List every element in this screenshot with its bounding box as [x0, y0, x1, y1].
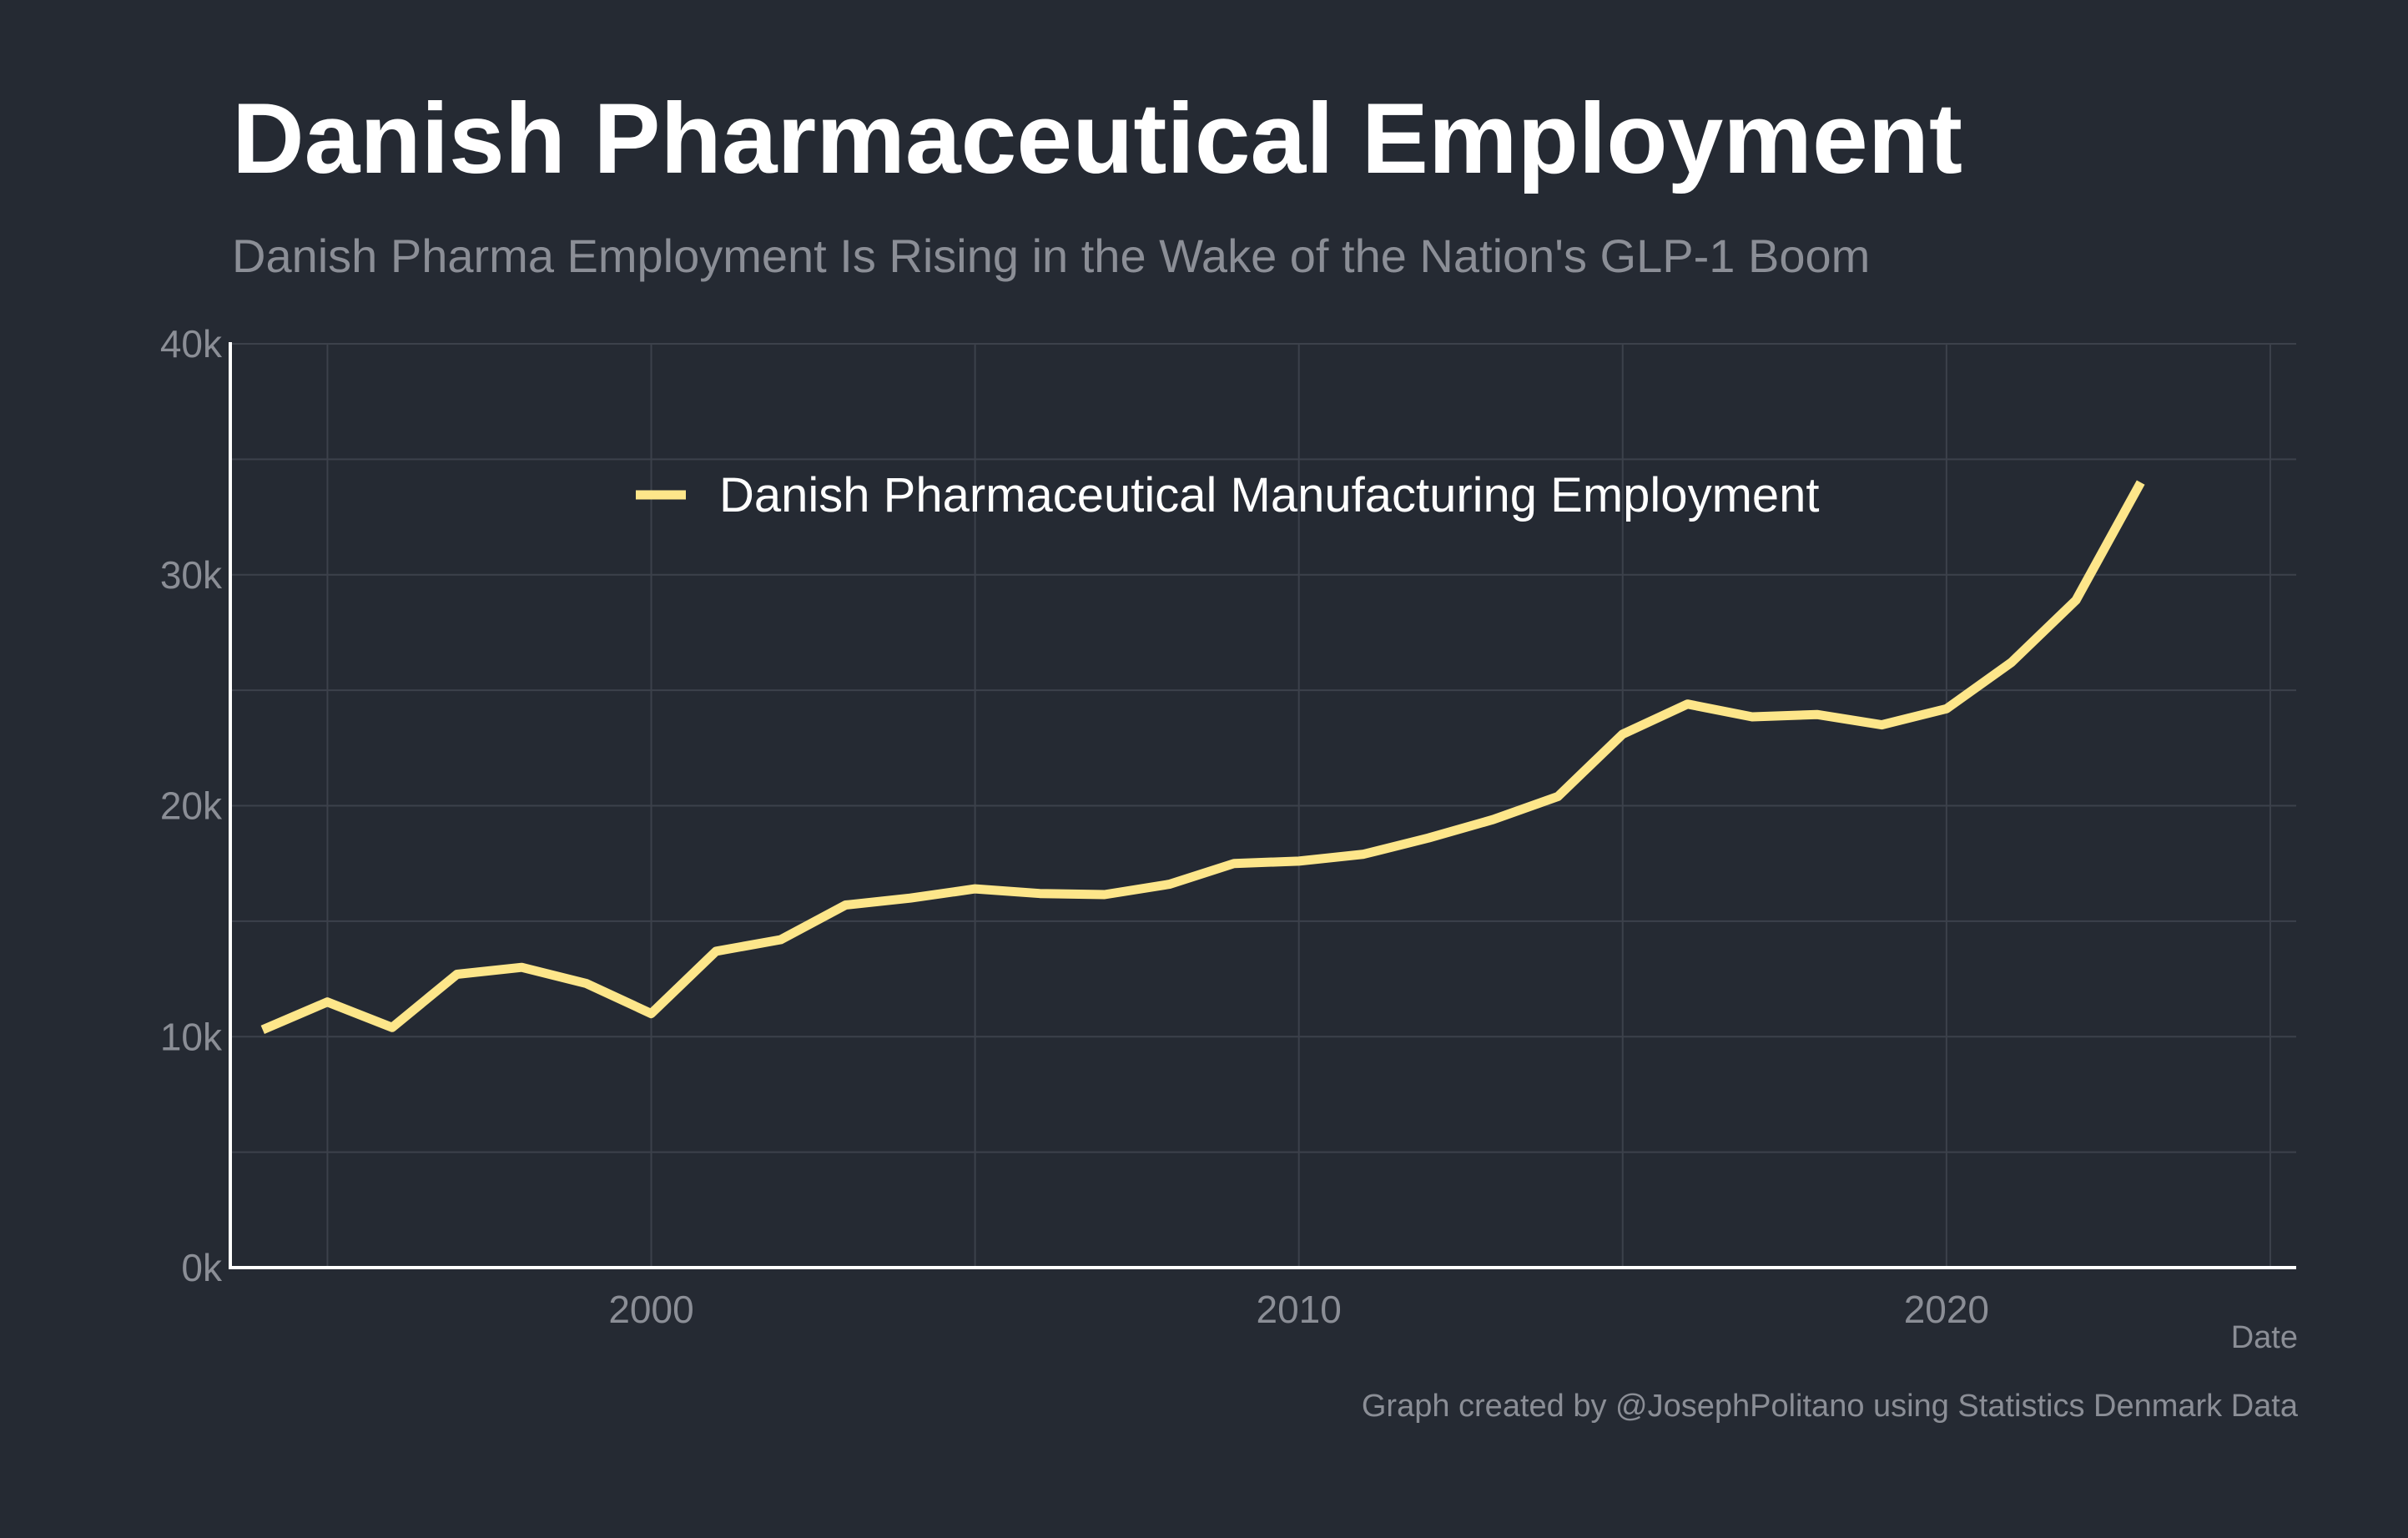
y-tick-labels: 0k 10k 20k 30k 40k	[160, 322, 223, 1289]
y-tick-label: 20k	[160, 784, 223, 828]
y-tick-label: 30k	[160, 553, 223, 597]
series-line	[260, 480, 2145, 1034]
y-tick-label: 10k	[160, 1015, 223, 1058]
chart-subtitle: Danish Pharma Employment Is Rising in th…	[232, 229, 1871, 282]
grid-lines	[230, 343, 2296, 1268]
x-axis-title: Date	[2230, 1320, 2298, 1355]
axes	[229, 342, 2296, 1269]
x-tick-label: 2010	[1257, 1288, 1342, 1331]
x-tick-labels: 2000 2010 2020	[608, 1288, 1989, 1331]
legend-label: Danish Pharmaceutical Manufacturing Empl…	[719, 468, 1820, 522]
y-tick-label: 40k	[160, 322, 223, 366]
chart-caption: Graph created by @JosephPolitano using S…	[1361, 1389, 2298, 1424]
series-lines	[260, 480, 2145, 1034]
x-tick-label: 2020	[1904, 1288, 1989, 1331]
y-tick-label: 0k	[181, 1246, 223, 1289]
legend: Danish Pharmaceutical Manufacturing Empl…	[636, 468, 1820, 522]
chart-title: Danish Pharmaceutical Employment	[232, 83, 1962, 194]
x-tick-label: 2000	[608, 1288, 693, 1331]
